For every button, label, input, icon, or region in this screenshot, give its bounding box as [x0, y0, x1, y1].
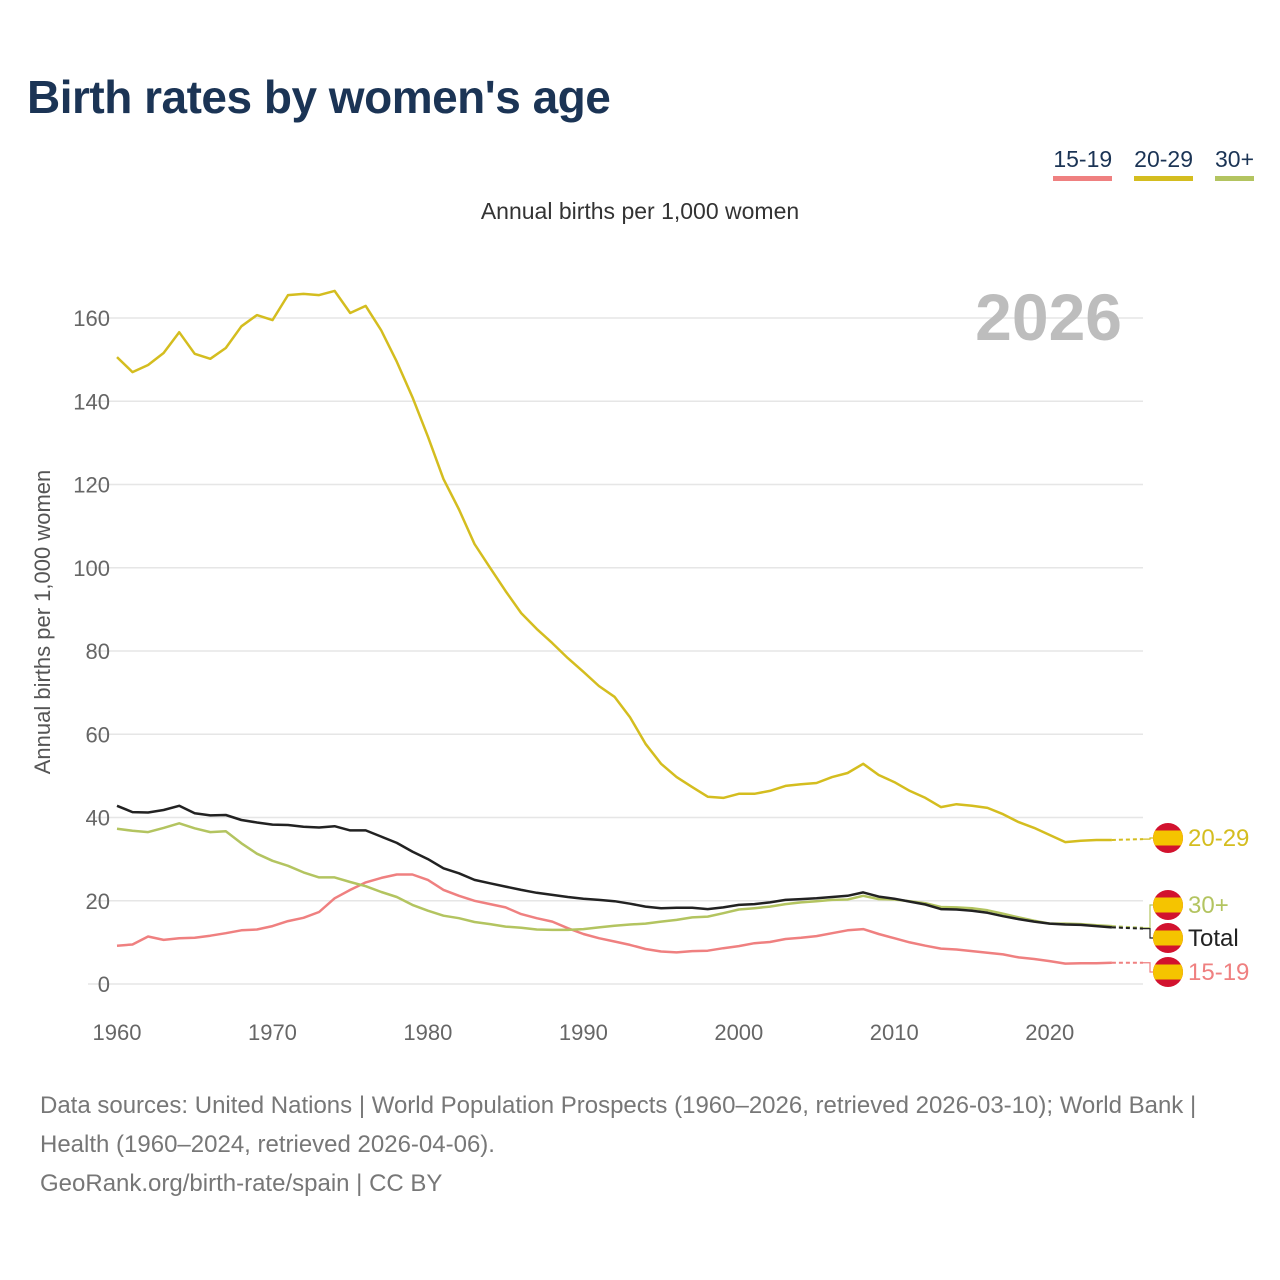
y-tick-label: 160 [73, 306, 110, 331]
label-connector [1143, 962, 1155, 973]
y-tick-label: 140 [73, 389, 110, 414]
x-tick-label: 1980 [403, 1020, 452, 1045]
series-line-20-29-projection [1111, 838, 1144, 841]
x-tick-label: 2020 [1025, 1020, 1074, 1045]
legend-item-20-29[interactable]: 20-29 [1134, 146, 1193, 181]
legend-item-30plus[interactable]: 30+ [1214, 146, 1254, 181]
x-tick-label: 1990 [559, 1020, 608, 1045]
series-line-20-29 [116, 289, 1112, 844]
end-label-20-29: 20-29 [1188, 825, 1249, 852]
source-link[interactable]: GeoRank.org/birth-rate/spain | CC BY [40, 1170, 443, 1197]
gridlines [88, 317, 1143, 985]
end-label-total: Total [1188, 925, 1239, 952]
x-axis-ticks: 1960 1970 1980 1990 2000 2010 2020 [93, 1020, 1075, 1045]
y-axis-label: Annual births per 1,000 women [30, 470, 55, 775]
series-line-30plus-projection [1111, 925, 1144, 929]
legend-item-15-19[interactable]: 15-19 [1053, 146, 1113, 181]
end-label-15-19: 15-19 [1188, 959, 1249, 986]
page-title: Birth rates by women's age [27, 71, 611, 123]
end-labels: 20-29 30+ Total 15-19 [1143, 823, 1249, 987]
x-tick-label: 2010 [870, 1020, 919, 1045]
x-tick-label: 1960 [93, 1020, 142, 1045]
y-tick-label: 40 [86, 806, 110, 831]
y-tick-label: 60 [86, 722, 110, 747]
series-line-30plus [116, 822, 1112, 932]
label-connector [1143, 904, 1155, 929]
chart-legend: 15-19 20-29 30+ [1053, 146, 1254, 181]
y-tick-label: 0 [98, 972, 110, 997]
y-tick-label: 100 [73, 556, 110, 581]
series-lines [116, 289, 1144, 965]
series-line-total-projection [1111, 926, 1144, 930]
spain-flag-icon [1153, 890, 1183, 920]
data-sources: Data sources: United Nations | World Pop… [40, 1092, 1197, 1158]
series-line-total [116, 804, 1113, 929]
spain-flag-icon [1153, 923, 1183, 953]
series-line-15-19 [116, 873, 1112, 965]
y-tick-label: 20 [86, 889, 110, 914]
end-label-30plus: 30+ [1188, 892, 1229, 919]
year-watermark: 2026 [975, 280, 1122, 354]
label-connector [1143, 837, 1155, 840]
label-connector [1143, 928, 1155, 939]
chart-subtitle: Annual births per 1,000 women [480, 198, 800, 224]
x-tick-label: 2000 [714, 1020, 763, 1045]
spain-flag-icon [1153, 823, 1183, 853]
y-axis-ticks: 0 20 40 60 80 100 120 140 160 [73, 306, 110, 997]
y-tick-label: 120 [73, 473, 110, 498]
x-tick-label: 1970 [248, 1020, 297, 1045]
spain-flag-icon [1153, 957, 1183, 987]
footer: Data sources: United Nations | World Pop… [40, 1086, 1240, 1203]
y-tick-label: 80 [86, 639, 110, 664]
